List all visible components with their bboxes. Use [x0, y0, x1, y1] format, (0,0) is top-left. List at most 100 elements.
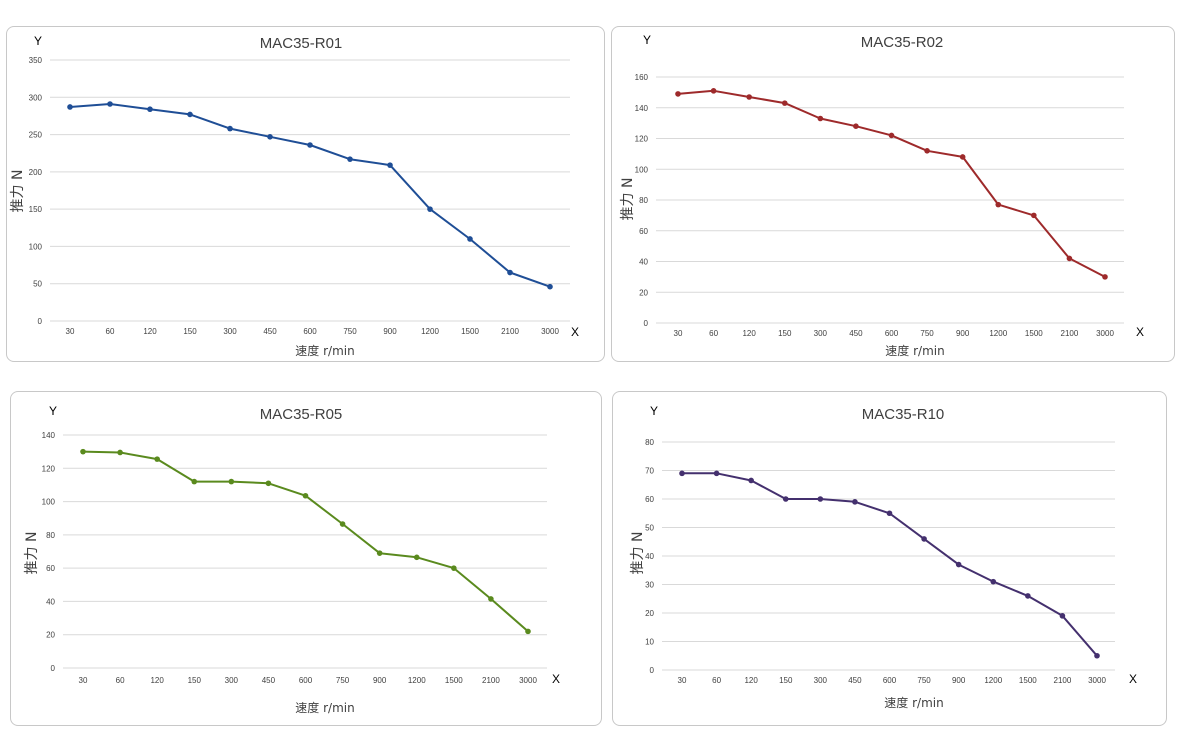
data-point: [1031, 212, 1037, 219]
x-tick-label: 900: [952, 676, 966, 685]
x-axis-letter: X: [1136, 325, 1144, 339]
x-tick-label: 750: [917, 676, 931, 685]
y-tick-label: 20: [639, 288, 648, 297]
data-point: [959, 154, 966, 160]
x-tick-label: 150: [183, 327, 197, 336]
y-tick-label: 80: [645, 438, 654, 447]
data-point: [781, 100, 788, 106]
y-tick-label: 70: [645, 467, 654, 476]
y-tick-label: 140: [42, 431, 56, 440]
data-point: [267, 134, 273, 140]
y-tick-label: 100: [42, 498, 56, 507]
x-tick-label: 3000: [541, 327, 559, 336]
data-point: [347, 156, 353, 162]
data-point: [265, 480, 272, 487]
y-tick-label: 40: [46, 597, 55, 606]
x-tick-label: 300: [814, 676, 828, 685]
y-tick-label: 50: [645, 524, 654, 533]
x-tick-label: 300: [814, 329, 828, 338]
data-point: [1066, 255, 1073, 262]
data-point: [387, 162, 393, 168]
x-axis-letter: X: [1129, 672, 1137, 686]
y-tick-label: 80: [639, 196, 648, 205]
y-tick-label: 160: [635, 73, 649, 82]
y-tick-label: 60: [46, 564, 55, 573]
data-point: [924, 148, 930, 154]
x-tick-label: 600: [885, 329, 899, 338]
data-point: [307, 142, 313, 148]
x-tick-label: 120: [143, 327, 157, 336]
y-tick-label: 200: [29, 168, 43, 177]
y-axis-letter: Y: [650, 404, 658, 418]
x-tick-label: 750: [343, 327, 357, 336]
x-tick-label: 150: [779, 676, 793, 685]
y-tick-label: 60: [645, 495, 654, 504]
x-tick-label: 120: [150, 676, 164, 685]
data-point: [525, 628, 531, 635]
x-axis-title: 速度 r/min: [884, 695, 943, 710]
x-tick-label: 30: [79, 676, 88, 685]
series-line: [82, 450, 529, 633]
y-tick-label: 0: [644, 319, 649, 328]
y-axis-title: 推力 N: [630, 532, 646, 575]
chart-panel-r05: 0 20 40 60 80 100 120 140 30 60 120 150 300 450 600 750…: [10, 391, 602, 726]
chart-svg-r05: 0 20 40 60 80 100 120 140 30 60 120 150 300 450 600 750…: [24, 404, 560, 715]
data-point: [886, 510, 893, 517]
x-tick-label: 300: [223, 327, 237, 336]
data-point: [187, 111, 193, 118]
x-tick-label: 2100: [482, 676, 500, 685]
y-tick-label: 250: [29, 131, 43, 140]
x-tick-label: 1500: [445, 676, 463, 685]
y-tick-label: 120: [635, 135, 649, 144]
x-tick-label: 1500: [1025, 329, 1043, 338]
y-tick-label: 0: [38, 317, 43, 326]
x-tick-label: 750: [336, 676, 350, 685]
x-axis-title: 速度 r/min: [885, 343, 944, 358]
x-tick-label: 3000: [519, 676, 537, 685]
y-tick-label: 100: [635, 165, 649, 174]
y-axis-title: 推力 N: [10, 170, 26, 213]
y-tick-label: 40: [639, 258, 648, 267]
x-tick-label: 1200: [989, 329, 1007, 338]
series-line: [677, 89, 1106, 278]
x-axis-title: 速度 r/min: [295, 700, 354, 715]
x-tick-label: 600: [299, 676, 313, 685]
data-point: [451, 565, 457, 571]
data-point: [1094, 652, 1100, 659]
x-tick-label: 600: [883, 676, 897, 685]
y-tick-label: 0: [51, 664, 56, 673]
x-tick-label: 60: [712, 676, 721, 685]
y-tick-label: 50: [33, 280, 42, 289]
x-tick-label: 600: [303, 327, 317, 336]
data-point: [888, 132, 895, 139]
chart-title: MAC35-R02: [861, 34, 944, 51]
y-tick-label: 350: [29, 56, 43, 65]
data-point: [748, 477, 754, 484]
x-tick-label: 900: [383, 327, 397, 336]
y-tick-label: 100: [29, 242, 43, 251]
x-tick-label: 30: [66, 327, 75, 336]
data-point: [376, 550, 383, 556]
data-point: [228, 478, 235, 485]
x-axis-letter: X: [571, 325, 579, 339]
series-line: [69, 103, 551, 288]
x-axis-letter: X: [552, 672, 560, 686]
series-line: [682, 472, 1098, 657]
chart-panel-r10: 0 10 20 30 40 50 60 70 80 30 60 120 150 300 450 600 750 9…: [612, 391, 1167, 726]
data-point: [817, 496, 824, 502]
data-point: [80, 448, 86, 455]
y-tick-label: 300: [29, 93, 43, 102]
y-tick-label: 20: [46, 631, 55, 640]
data-point: [710, 88, 717, 94]
x-tick-label: 750: [920, 329, 934, 338]
x-tick-label: 2100: [1061, 329, 1079, 338]
x-tick-label: 2100: [501, 327, 519, 336]
x-tick-label: 60: [709, 329, 718, 338]
x-tick-label: 900: [956, 329, 970, 338]
y-axis-title: 推力 N: [620, 178, 636, 221]
y-tick-label: 150: [29, 205, 43, 214]
chart-title: MAC35-R10: [862, 406, 945, 423]
data-point: [782, 496, 789, 502]
y-tick-label: 140: [635, 104, 649, 113]
y-tick-label: 80: [46, 531, 55, 540]
